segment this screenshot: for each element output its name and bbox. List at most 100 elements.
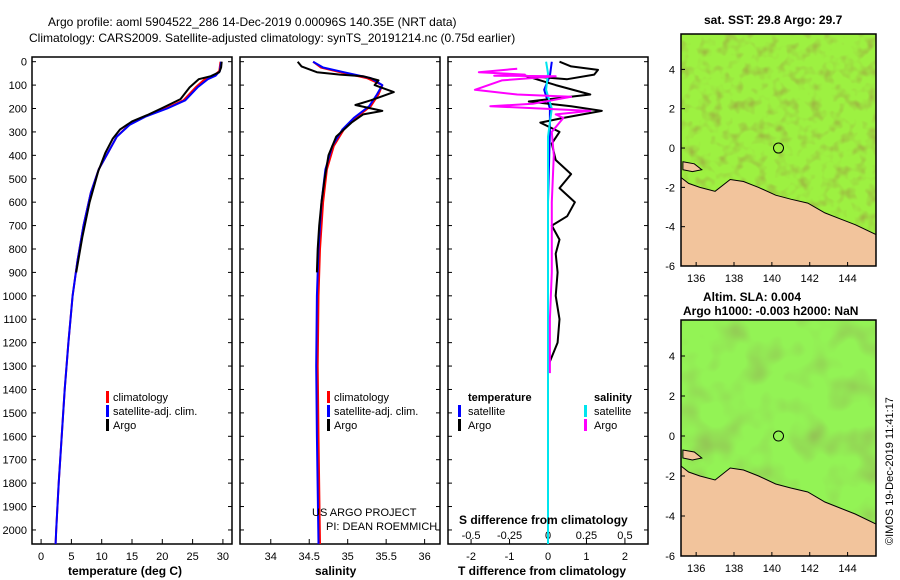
map-y-tick-label: 2: [669, 391, 675, 403]
map-x-tick-label: 144: [838, 273, 856, 285]
legend-swatch-climatology: [327, 391, 330, 403]
series-line-salinity-satellite: [545, 61, 553, 544]
x-tick-label: 35: [342, 551, 354, 563]
legend-label-sal-argo: Argo: [594, 420, 617, 432]
legend-label-climatology: climatology: [334, 392, 390, 404]
x-tick-label: 20: [156, 551, 168, 563]
map-y-tick-label: 4: [669, 64, 675, 76]
depth-tick-label: 1000: [3, 291, 27, 303]
salinity-legend: climatology satellite-adj. clim. Argo: [327, 391, 418, 432]
figure-title-line1: Argo profile: aoml 5904522_286 14-Dec-20…: [48, 15, 457, 29]
x-tick-label: 15: [126, 551, 138, 563]
depth-tick-label: 600: [9, 197, 27, 209]
legend-swatch-argo: [327, 419, 330, 431]
map-y-tick-label: -4: [665, 511, 675, 523]
depth-tick-label: 200: [9, 104, 27, 116]
x-tick-label: 35.5: [375, 551, 396, 563]
series-line-satellite-adj-clim-: [312, 60, 384, 545]
x-top-tick-label: -0.5: [462, 530, 481, 542]
sla-map-frame: [680, 319, 877, 557]
map-y-tick-label: -4: [665, 222, 675, 234]
legend-swatch-sal-satellite: [584, 405, 587, 417]
depth-tick-label: 900: [9, 267, 27, 279]
x-tick-label: 34: [265, 551, 277, 563]
series-line-satellite-adj-clim-: [54, 61, 223, 545]
depth-tick-label: 1200: [3, 338, 27, 350]
map-x-tick-label: 138: [725, 273, 743, 285]
sst-map-frame: [680, 33, 877, 267]
depth-tick-label: 2000: [3, 525, 27, 537]
x-tick-label: 5: [68, 551, 74, 563]
legend-swatch-climatology: [106, 391, 109, 403]
legend-swatch-satellite: [106, 405, 109, 417]
depth-tick-label: 100: [9, 80, 27, 92]
sla-map-title-line2: Argo h1000: -0.003 h2000: NaN: [683, 304, 858, 318]
map-y-tick-label: 0: [669, 431, 675, 443]
x-tick-label: 0: [38, 551, 44, 563]
difference-xlabel: T difference from climatology: [458, 564, 626, 578]
x-top-tick-label: 0.25: [576, 530, 597, 542]
depth-tick-label: 1900: [3, 502, 27, 514]
depth-axis: 0 100 200 300 400 500 600 700 800 900 1000 1100 1200…: [3, 57, 27, 537]
temperature-xlabel: temperature (deg C): [68, 564, 182, 578]
legend-swatch-temp-argo: [458, 419, 461, 431]
depth-tick-label: 700: [9, 221, 27, 233]
map-y-tick-label: -2: [665, 182, 675, 194]
legend-label-sal-satellite: satellite: [594, 406, 631, 418]
x-tick-label: 25: [186, 551, 198, 563]
legend-title-temperature: temperature: [468, 392, 532, 404]
depth-tick-label: 1700: [3, 455, 27, 467]
legend-swatch-satellite: [327, 405, 330, 417]
temperature-panel: [31, 56, 233, 545]
map-axes: 136 138 140 142 144 4 2 0 -2 -4 -6 136 138 140 142 144 4…: [665, 64, 857, 575]
legend-label-satellite: satellite-adj. clim.: [334, 406, 418, 418]
sla-map-title-line1: Altim. SLA: 0.004: [703, 290, 801, 304]
x-tick-label: 36: [418, 551, 430, 563]
map-x-tick-label: 140: [763, 563, 781, 575]
temperature-legend: climatology satellite-adj. clim. Argo: [106, 391, 197, 432]
legend-label-climatology: climatology: [113, 392, 169, 404]
map-island: [682, 449, 703, 461]
depth-tick-label: 800: [9, 244, 27, 256]
depth-tick-label: 300: [9, 127, 27, 139]
x-tick-label: 10: [96, 551, 108, 563]
x-tick-label: -1: [505, 551, 515, 563]
depth-tick-label: 400: [9, 150, 27, 162]
series-line-climatology: [312, 60, 384, 545]
map-x-tick-label: 138: [725, 563, 743, 575]
map-y-tick-label: 0: [669, 143, 675, 155]
difference-salinity-legend: salinity satellite Argo: [584, 392, 633, 432]
float-position-marker: [773, 142, 784, 154]
map-x-tick-label: 142: [801, 563, 819, 575]
legend-label-argo: Argo: [334, 420, 357, 432]
x-top-tick-label: 0.5: [617, 530, 632, 542]
x-tick-label: 0: [545, 551, 551, 563]
pi-annotation: PI: DEAN ROEMMICH: [326, 521, 437, 533]
salinity-plot: 34 34.5 35 35.5 36: [240, 60, 440, 563]
legend-label-argo: Argo: [113, 420, 136, 432]
depth-tick-label: 1500: [3, 408, 27, 420]
salinity-xlabel: salinity: [315, 564, 357, 578]
map-x-tick-label: 140: [763, 273, 781, 285]
legend-label-temp-satellite: satellite: [468, 406, 505, 418]
depth-tick-label: 1400: [3, 384, 27, 396]
difference-top-xlabel: S difference from climatology: [459, 513, 628, 527]
temperature-plot: 0 5 10 15 20 25 30: [32, 61, 232, 563]
map-land: [681, 465, 876, 556]
x-top-tick-label: -0.25: [497, 530, 522, 542]
depth-tick-label: 1800: [3, 478, 27, 490]
figure-title-line2: Climatology: CARS2009. Satellite-adjuste…: [29, 31, 515, 45]
map-land: [681, 176, 876, 266]
map-y-tick-label: -6: [665, 261, 675, 273]
copyright-credit: ©IMOS 19-Dec-2019 11:41:17: [884, 397, 896, 545]
series-line-argo: [75, 61, 223, 273]
x-tick-label: 2: [622, 551, 628, 563]
map-x-tick-label: 136: [687, 273, 705, 285]
legend-title-salinity: salinity: [594, 392, 633, 404]
series-line-climatology: [54, 61, 222, 545]
legend-label-temp-argo: Argo: [468, 420, 491, 432]
sla-map: [681, 320, 876, 556]
legend-swatch-sal-argo: [584, 419, 587, 431]
depth-tick-label: 1300: [3, 361, 27, 373]
